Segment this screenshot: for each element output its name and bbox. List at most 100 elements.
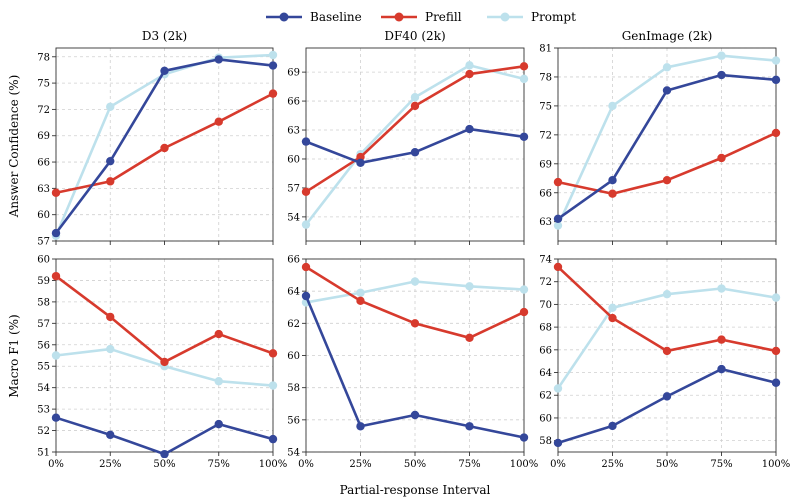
panel-4-point-prompt: [51, 351, 61, 360]
panel-1-point-baseline: [51, 228, 61, 238]
panel-6-xtick-label: 0%: [550, 459, 566, 470]
panel-5-point-prefill: [519, 307, 529, 317]
panel-6-point-prefill: [608, 313, 617, 323]
panel-1-ytick-label: 75: [37, 79, 50, 90]
legend-marker-prefill: [394, 12, 404, 22]
panel-2-point-baseline: [465, 124, 474, 134]
panel-2-point-baseline: [519, 132, 529, 141]
panel-5-point-prefill: [301, 262, 311, 272]
panel-4-ytick-label: 54: [37, 383, 50, 394]
panel-6-ytick-label: 62: [539, 391, 552, 402]
panel-6-point-prompt: [553, 384, 563, 393]
panel-3: 63 66 69 72 75 78 81 GenImage (2k): [539, 29, 781, 245]
panel-6-point-baseline: [662, 392, 672, 401]
panel-3-point-prompt: [608, 101, 617, 111]
panel-4-ytick-label: 52: [37, 426, 50, 437]
panel-6-point-prefill: [771, 346, 781, 356]
panel-4-xtick-label: 75%: [208, 459, 230, 470]
panel-3-point-baseline: [717, 70, 726, 80]
panel-4-point-baseline: [51, 413, 61, 422]
panel-3-point-baseline: [662, 86, 672, 95]
panel-1-point-baseline: [268, 61, 278, 70]
panel-2-ytick-label: 57: [287, 183, 300, 194]
legend-marker-prompt: [500, 12, 510, 22]
panel-3-ytick-label: 81: [539, 44, 552, 55]
panel-4-point-prefill: [51, 271, 61, 281]
panel-3-point-prefill: [717, 153, 726, 163]
panel-2-ytick-label: 63: [287, 126, 300, 137]
panel-6-ytick-label: 72: [539, 277, 552, 288]
panel-2-ytick-label: 54: [287, 212, 300, 223]
legend-label-prompt: Prompt: [531, 10, 576, 24]
panel-2-ytick-label: 69: [287, 68, 300, 79]
panel-5-ytick-label: 54: [287, 448, 300, 459]
panel-2-point-prompt: [519, 74, 529, 84]
panel-6-point-prefill: [662, 346, 672, 356]
panel-5-xtick-label: 0%: [298, 459, 314, 470]
panel-4-ytick-label: 51: [37, 448, 50, 459]
panel-4-ytick-label: 56: [37, 340, 50, 351]
panel-1-series: [51, 50, 278, 240]
panel-5-point-prompt: [410, 277, 420, 286]
legend-label-baseline: Baseline: [310, 10, 362, 24]
panel-1-ytick-label: 78: [37, 52, 50, 63]
panel-5-xtick-label: 75%: [458, 459, 480, 470]
panel-5-ytick-label: 56: [287, 415, 300, 426]
panel-5-point-prefill: [356, 296, 365, 306]
panel-2-point-prefill: [356, 152, 365, 162]
panel-4-ytick-label: 59: [37, 276, 50, 287]
panel-2-point-prompt: [410, 93, 420, 102]
panel-1-ytick-label: 69: [37, 131, 50, 142]
panel-6-point-prefill: [717, 335, 726, 344]
panel-5-xtick-label: 100%: [510, 459, 539, 470]
panel-1-point-baseline: [160, 66, 169, 76]
panel-1-ytick-label: 57: [37, 237, 50, 248]
panel-5-ytick-label: 62: [287, 319, 300, 330]
panel-6-ytick-label: 58: [539, 436, 552, 447]
panel-4-point-baseline: [268, 434, 278, 444]
panel-1-point-prefill: [160, 143, 169, 153]
panel-5-point-baseline: [356, 422, 365, 431]
panel-1-title: D3 (2k): [142, 29, 187, 43]
panel-3-point-prompt: [553, 221, 563, 230]
panel-4-point-prefill: [268, 349, 278, 358]
panel-6: 58 60 62 64 66 68 70 72 74 0% 25% 50% 75% 100%: [539, 255, 790, 471]
x-axis-title: Partial-response Interval: [340, 483, 491, 497]
legend-label-prefill: Prefill: [425, 10, 462, 24]
panel-5-point-baseline: [519, 433, 529, 442]
panel-6-ytick-label: 74: [539, 255, 552, 266]
panel-5: 54 56 58 60 62 64 66 0% 25% 50% 75% 100%: [287, 255, 538, 471]
panel-6-ytick-label: 68: [539, 323, 552, 334]
panel-2-point-baseline: [410, 148, 420, 157]
panel-5-point-prompt: [356, 288, 365, 297]
panel-4-series: [51, 271, 278, 458]
panel-6-point-baseline: [771, 378, 781, 387]
row-label-top: Answer Confidence (%): [7, 75, 21, 219]
panel-5-xtick-label: 50%: [404, 459, 426, 470]
panel-5-ytick-label: 64: [287, 287, 300, 298]
panel-5-xtick-label: 25%: [349, 459, 371, 470]
panel-1-point-prompt: [106, 102, 115, 111]
panel-4-point-prompt: [214, 377, 223, 386]
panel-2-point-prefill: [465, 69, 474, 79]
panel-4-point-prefill: [106, 312, 115, 322]
panel-2-ytick-label: 66: [287, 97, 300, 108]
panel-6-series: [553, 262, 781, 448]
row-label-bottom: Macro F1 (%): [7, 314, 21, 397]
panel-1-ytick-label: 60: [37, 210, 50, 221]
panel-4: 51 52 53 54 55 56 57 58 59 60 0% 25% 50% 75% 100%: [37, 255, 287, 471]
panels: 57 60 63 66 69 72 75 78 D3 (2k) 54 57 60 63 66 69 DF40 …: [37, 29, 790, 470]
panel-1-ytick-label: 63: [37, 184, 50, 195]
panel-2-point-prefill: [301, 187, 311, 196]
panel-4-point-prefill: [160, 357, 169, 367]
panel-3-series: [553, 51, 781, 230]
panel-1-point-prefill: [51, 188, 61, 197]
panel-3-ytick-label: 63: [539, 217, 552, 228]
panel-6-ytick-label: 60: [539, 413, 552, 424]
panel-6-xtick-label: 100%: [762, 459, 791, 470]
panel-4-xtick-label: 0%: [48, 459, 64, 470]
panel-6-ytick-label: 70: [539, 300, 552, 311]
panel-3-ytick-label: 66: [539, 188, 552, 199]
panel-4-point-baseline: [214, 419, 223, 429]
